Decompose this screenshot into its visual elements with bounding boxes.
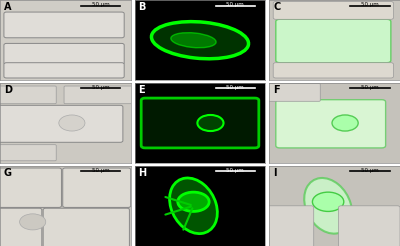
FancyBboxPatch shape	[64, 86, 132, 104]
Text: 50 μm: 50 μm	[361, 2, 379, 7]
Text: G: G	[4, 168, 12, 178]
FancyBboxPatch shape	[4, 43, 124, 64]
Ellipse shape	[152, 22, 248, 59]
Text: I: I	[273, 168, 277, 178]
FancyBboxPatch shape	[0, 168, 62, 207]
Text: 50 μm: 50 μm	[92, 2, 110, 7]
Text: 50 μm: 50 μm	[92, 85, 110, 90]
FancyBboxPatch shape	[276, 100, 386, 148]
FancyBboxPatch shape	[63, 168, 131, 207]
Circle shape	[197, 115, 224, 131]
Circle shape	[332, 115, 358, 131]
FancyBboxPatch shape	[276, 19, 391, 63]
FancyBboxPatch shape	[43, 208, 130, 246]
Text: B: B	[138, 2, 146, 12]
Ellipse shape	[304, 178, 352, 234]
FancyBboxPatch shape	[4, 12, 124, 38]
Text: 50 μm: 50 μm	[226, 2, 244, 7]
FancyBboxPatch shape	[338, 206, 400, 246]
Text: 50 μm: 50 μm	[361, 168, 379, 173]
FancyBboxPatch shape	[268, 84, 320, 101]
Text: H: H	[138, 168, 147, 178]
Text: 50 μm: 50 μm	[361, 85, 379, 90]
FancyBboxPatch shape	[273, 63, 394, 78]
Circle shape	[312, 192, 344, 211]
Circle shape	[59, 115, 85, 131]
Text: 50 μm: 50 μm	[92, 168, 110, 173]
Circle shape	[20, 214, 46, 230]
Ellipse shape	[170, 178, 217, 234]
FancyBboxPatch shape	[0, 145, 56, 161]
FancyBboxPatch shape	[141, 98, 259, 148]
Text: C: C	[273, 2, 280, 12]
Ellipse shape	[171, 33, 216, 48]
Circle shape	[178, 192, 209, 211]
FancyBboxPatch shape	[273, 2, 394, 19]
Text: 50 μm: 50 μm	[226, 168, 244, 173]
Text: D: D	[4, 85, 12, 95]
FancyBboxPatch shape	[0, 208, 42, 246]
Text: E: E	[138, 85, 145, 95]
FancyBboxPatch shape	[4, 63, 124, 78]
Text: F: F	[273, 85, 280, 95]
FancyBboxPatch shape	[0, 105, 123, 142]
FancyBboxPatch shape	[0, 86, 56, 104]
Text: A: A	[4, 2, 12, 12]
FancyBboxPatch shape	[267, 206, 314, 246]
Text: 50 μm: 50 μm	[226, 85, 244, 90]
